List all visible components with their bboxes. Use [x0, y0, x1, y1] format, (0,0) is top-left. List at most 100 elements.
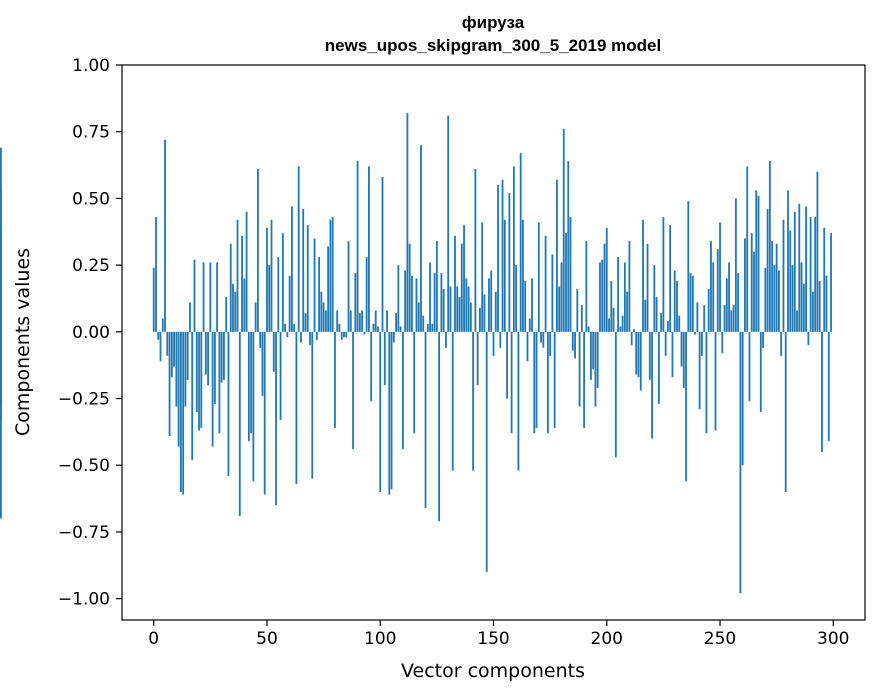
bar-component-58: [284, 323, 286, 332]
bar-component-229: [671, 331, 674, 378]
bar-component-22: [202, 262, 205, 332]
y-tick-label: 0.50: [72, 189, 110, 209]
y-axis-ticks: 1.00 0.75 0.50 0.25 0.00 −0.25 −0.50 −0.75 −1.00: [58, 56, 122, 610]
bar-component-11: [177, 331, 180, 447]
bar-component-14: [184, 331, 187, 407]
bar-component-undefined: [0, 331, 2, 519]
bar-component-164: [524, 281, 527, 332]
bar-component-28: [216, 262, 219, 332]
bar-component-149: [490, 270, 493, 332]
bar-component-223: [657, 331, 660, 404]
bar-component-282: [791, 265, 794, 332]
bar-component-39: [241, 235, 243, 332]
bar-component-172: [542, 331, 545, 348]
bar-component-125: [435, 241, 438, 332]
bar-component-0: [152, 267, 155, 332]
y-tick-label: 0.25: [72, 256, 110, 276]
bar-component-290: [809, 217, 812, 332]
bar-component-91: [358, 313, 361, 332]
bar-component-165: [526, 331, 529, 362]
bar-component-297: [825, 275, 828, 332]
bar-component-77: [327, 246, 330, 332]
bar-component-292: [814, 217, 817, 332]
bar-component-40: [243, 278, 246, 332]
bar-component-146: [483, 294, 486, 332]
bar-component-71: [313, 238, 316, 332]
bar-component-189: [580, 305, 583, 332]
bar-component-25: [209, 262, 212, 332]
bar-component-68: [306, 225, 309, 332]
bar-component-168: [533, 331, 536, 434]
bar-component-204: [614, 331, 617, 458]
bar-component-218: [646, 243, 649, 332]
bar-component-54: [275, 331, 277, 506]
bar-component-240: [696, 302, 699, 332]
x-tick-label: 150: [477, 629, 509, 649]
bar-component-89: [354, 273, 357, 332]
bar-component-37: [236, 219, 239, 332]
bar-component-120: [424, 331, 427, 508]
bar-component-178: [556, 179, 558, 332]
bar-component-75: [322, 302, 325, 332]
y-tick-label: 0.75: [72, 123, 110, 143]
bar-component-194: [592, 331, 595, 370]
bar-component-23: [204, 331, 207, 375]
bar-component-208: [623, 262, 626, 332]
bar-component-188: [578, 331, 581, 407]
bar-component-131: [449, 286, 452, 332]
bar-component-262: [746, 166, 749, 332]
bar-component-70: [311, 331, 314, 479]
y-tick-label: −1.00: [58, 590, 110, 610]
bar-component-76: [324, 310, 327, 332]
bar-component-109: [399, 326, 402, 332]
bar-component-4: [161, 318, 164, 332]
bar-component-212: [633, 329, 635, 332]
bar-component-206: [619, 326, 622, 332]
bar-component-130: [447, 115, 450, 332]
bar-component-111: [404, 270, 407, 332]
bar-component-5: [164, 139, 166, 332]
bar-component-135: [458, 297, 461, 332]
bar-component-78: [329, 219, 332, 332]
bar-component-133: [454, 235, 456, 332]
bar-component-108: [397, 265, 400, 332]
bar-component-205: [617, 257, 619, 332]
bar-component-42: [247, 331, 250, 442]
chart-title: фируза: [462, 13, 525, 32]
bar-component-82: [338, 323, 341, 332]
bar-component-251: [721, 331, 724, 354]
bar-component-38: [238, 331, 241, 516]
bar-component-102: [383, 331, 386, 386]
bar-component-116: [415, 278, 418, 332]
bar-component-287: [802, 283, 805, 332]
bar-component-264: [750, 233, 753, 332]
bar-component-224: [660, 313, 663, 332]
bar-component-81: [336, 310, 339, 332]
bar-component-153: [499, 331, 502, 348]
bar-component-144: [479, 307, 481, 332]
y-axis-label: Components values: [12, 248, 34, 436]
bar-component-166: [528, 318, 531, 332]
bar-component-147: [485, 331, 488, 572]
bar-component-227: [667, 321, 669, 332]
bar-component-249: [716, 249, 719, 332]
bar-component-33: [227, 331, 230, 476]
bar-component-266: [755, 190, 758, 332]
bar-component-24: [207, 331, 209, 386]
bar-component-176: [551, 254, 554, 332]
bar-component-112: [406, 113, 409, 332]
bar-component-265: [753, 251, 755, 332]
bar-component-66: [302, 209, 305, 332]
bar-component-246: [710, 241, 712, 332]
bar-component-118: [420, 145, 422, 332]
bar-component-128: [442, 289, 445, 332]
bar-component-148: [488, 278, 490, 332]
bar-component-199: [603, 243, 606, 332]
bar-component-10: [175, 331, 178, 407]
bar-component-200: [605, 227, 608, 332]
bar-component-258: [737, 273, 740, 332]
bar-component-62: [293, 323, 296, 332]
bar-component-174: [546, 331, 549, 434]
bar-component-268: [759, 331, 762, 412]
